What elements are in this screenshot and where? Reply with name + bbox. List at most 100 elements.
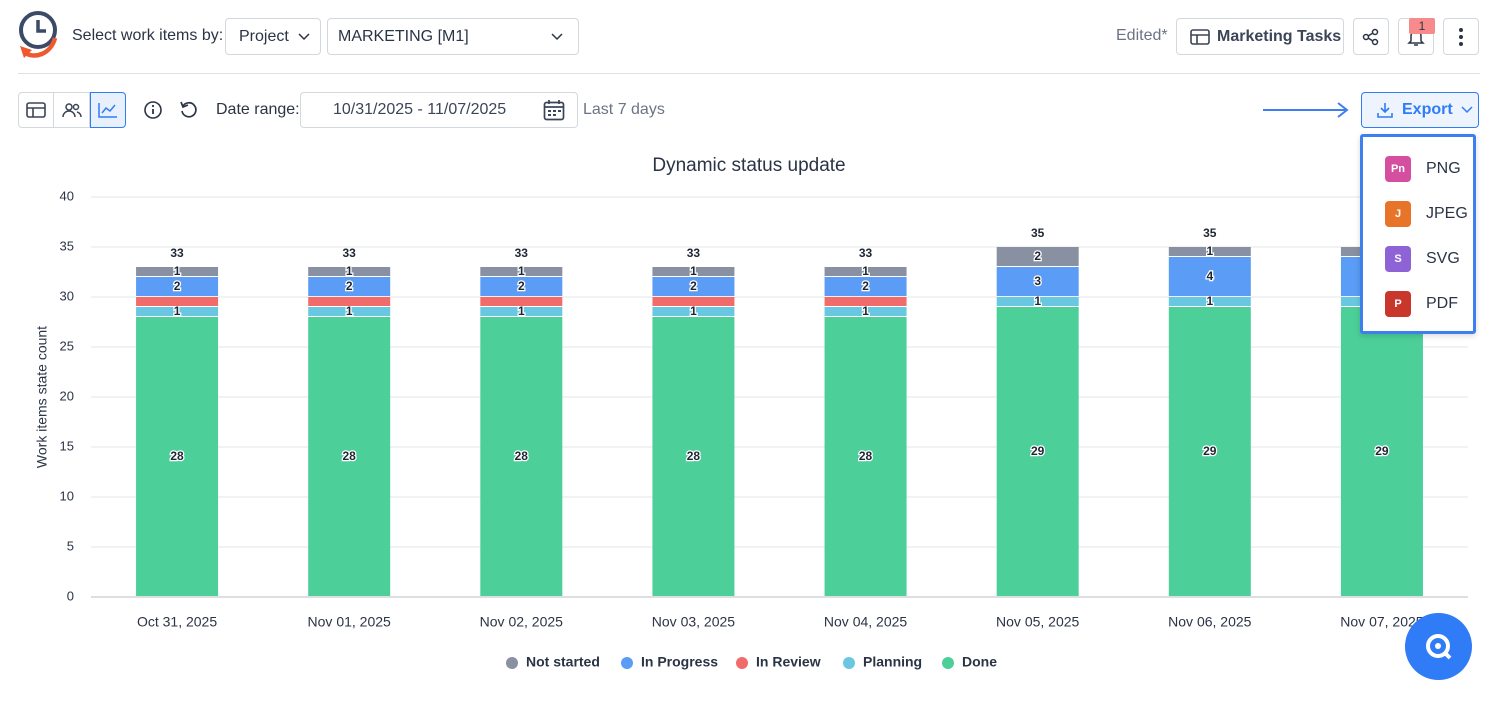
legend-marker	[621, 657, 633, 669]
share-button[interactable]	[1353, 18, 1389, 55]
data-label: 1	[690, 264, 697, 278]
bar-segment	[824, 317, 907, 596]
legend-marker	[942, 657, 954, 669]
chart-view-button[interactable]	[90, 92, 126, 128]
legend-marker	[506, 657, 518, 669]
chevron	[1461, 106, 1473, 114]
y-tick-label: 30	[60, 288, 74, 303]
bar-segment	[308, 317, 391, 596]
pointer-arrow	[1263, 102, 1349, 118]
view-button[interactable]: Marketing Tasks	[1176, 18, 1344, 55]
date-range-label: Date range:	[216, 101, 300, 118]
bar-segment	[824, 297, 907, 306]
group-dropdown[interactable]: Project	[225, 18, 321, 55]
export-option-label: PDF	[1426, 294, 1458, 312]
data-label: 2	[1034, 249, 1041, 263]
total-label: 33	[343, 246, 357, 260]
total-label: 33	[687, 246, 701, 260]
info-icon[interactable]	[143, 100, 163, 120]
bar-segment	[652, 267, 735, 276]
data-label: 2	[690, 279, 697, 293]
people-view-button[interactable]	[53, 92, 90, 128]
legend-label: In Progress	[641, 654, 718, 670]
data-label: 1	[346, 264, 353, 278]
y-tick-label: 35	[60, 238, 74, 253]
bar-segment	[136, 317, 219, 596]
data-label: 1	[862, 304, 869, 318]
bar-segment	[996, 247, 1079, 266]
export-option-icon: Pn	[1385, 155, 1411, 182]
bar-segment	[652, 307, 735, 316]
bar-segment	[824, 307, 907, 316]
project-dropdown[interactable]: MARKETING [M1]	[327, 18, 579, 55]
bar-segment	[824, 267, 907, 276]
x-tick-label: Nov 03, 2025	[652, 614, 735, 630]
bar-segment	[824, 277, 907, 296]
reset-icon[interactable]	[179, 100, 199, 120]
bar-segment	[308, 297, 391, 306]
date-range-hint: Last 7 days	[583, 101, 665, 118]
chat-button[interactable]	[1405, 613, 1472, 680]
legend-label: Not started	[526, 654, 600, 670]
y-tick-label: 10	[60, 488, 74, 503]
bar-segment	[652, 297, 735, 306]
data-label: 28	[170, 449, 184, 463]
group-dropdown-text: Project	[239, 27, 289, 45]
date-range-input[interactable]: 10/31/2025 - 11/07/2025	[300, 92, 578, 128]
data-label: 2	[518, 279, 525, 293]
x-tick-label: Nov 02, 2025	[480, 614, 563, 630]
data-label: 28	[343, 449, 357, 463]
data-label: 2	[862, 279, 869, 293]
legend-marker	[736, 657, 748, 669]
export-option[interactable]: P PDF	[1363, 281, 1473, 326]
edited-status: Edited*	[1116, 27, 1168, 44]
export-option-icon: J	[1385, 200, 1411, 227]
x-tick-label: Nov 06, 2025	[1168, 614, 1251, 630]
bar-segment	[308, 307, 391, 316]
data-label: 3	[1034, 274, 1041, 288]
people-icon	[61, 103, 82, 118]
select-label: Select work items by:	[72, 27, 224, 44]
y-tick-label: 15	[60, 438, 74, 453]
x-tick-label: Nov 07, 2025	[1340, 614, 1423, 630]
export-option-label: JPEG	[1426, 204, 1468, 222]
project-dropdown-text: MARKETING [M1]	[338, 27, 469, 45]
download-icon	[1377, 103, 1393, 118]
export-button[interactable]: Export	[1361, 92, 1479, 128]
bar-segment	[480, 267, 563, 276]
bar-segment	[652, 317, 735, 596]
date-range-value: 10/31/2025 - 11/07/2025	[333, 101, 507, 118]
export-button-text: Export	[1402, 101, 1453, 118]
data-label: 1	[518, 264, 525, 278]
bar-segment	[996, 297, 1079, 306]
data-label: 4	[1206, 269, 1213, 283]
chevron	[298, 32, 310, 40]
y-tick-label: 5	[67, 538, 74, 553]
export-option[interactable]: Pn PNG	[1363, 146, 1473, 191]
export-option-label: SVG	[1426, 249, 1460, 267]
export-option[interactable]: J JPEG	[1363, 191, 1473, 236]
x-tick-label: Nov 05, 2025	[996, 614, 1079, 630]
x-tick-label: Oct 31, 2025	[137, 614, 217, 630]
export-option[interactable]: S SVG	[1363, 236, 1473, 281]
data-label: 29	[1203, 444, 1217, 458]
export-option-icon: S	[1385, 245, 1411, 272]
table-view-button[interactable]	[18, 92, 54, 128]
chart-icon	[98, 103, 117, 118]
data-label: 1	[174, 264, 181, 278]
data-label: 1	[346, 304, 353, 318]
y-axis-label: Work items state count	[34, 326, 50, 468]
data-label: 1	[862, 264, 869, 278]
logo	[19, 11, 58, 58]
bar-segment	[1340, 307, 1423, 596]
more-button[interactable]	[1443, 18, 1479, 55]
table-icon	[26, 102, 46, 118]
data-label: 28	[687, 449, 701, 463]
y-tick-label: 40	[60, 188, 74, 203]
share-icon	[1362, 28, 1379, 45]
y-tick-label: 20	[60, 388, 74, 403]
bar-segment	[1168, 307, 1251, 596]
bar-segment	[480, 317, 563, 596]
